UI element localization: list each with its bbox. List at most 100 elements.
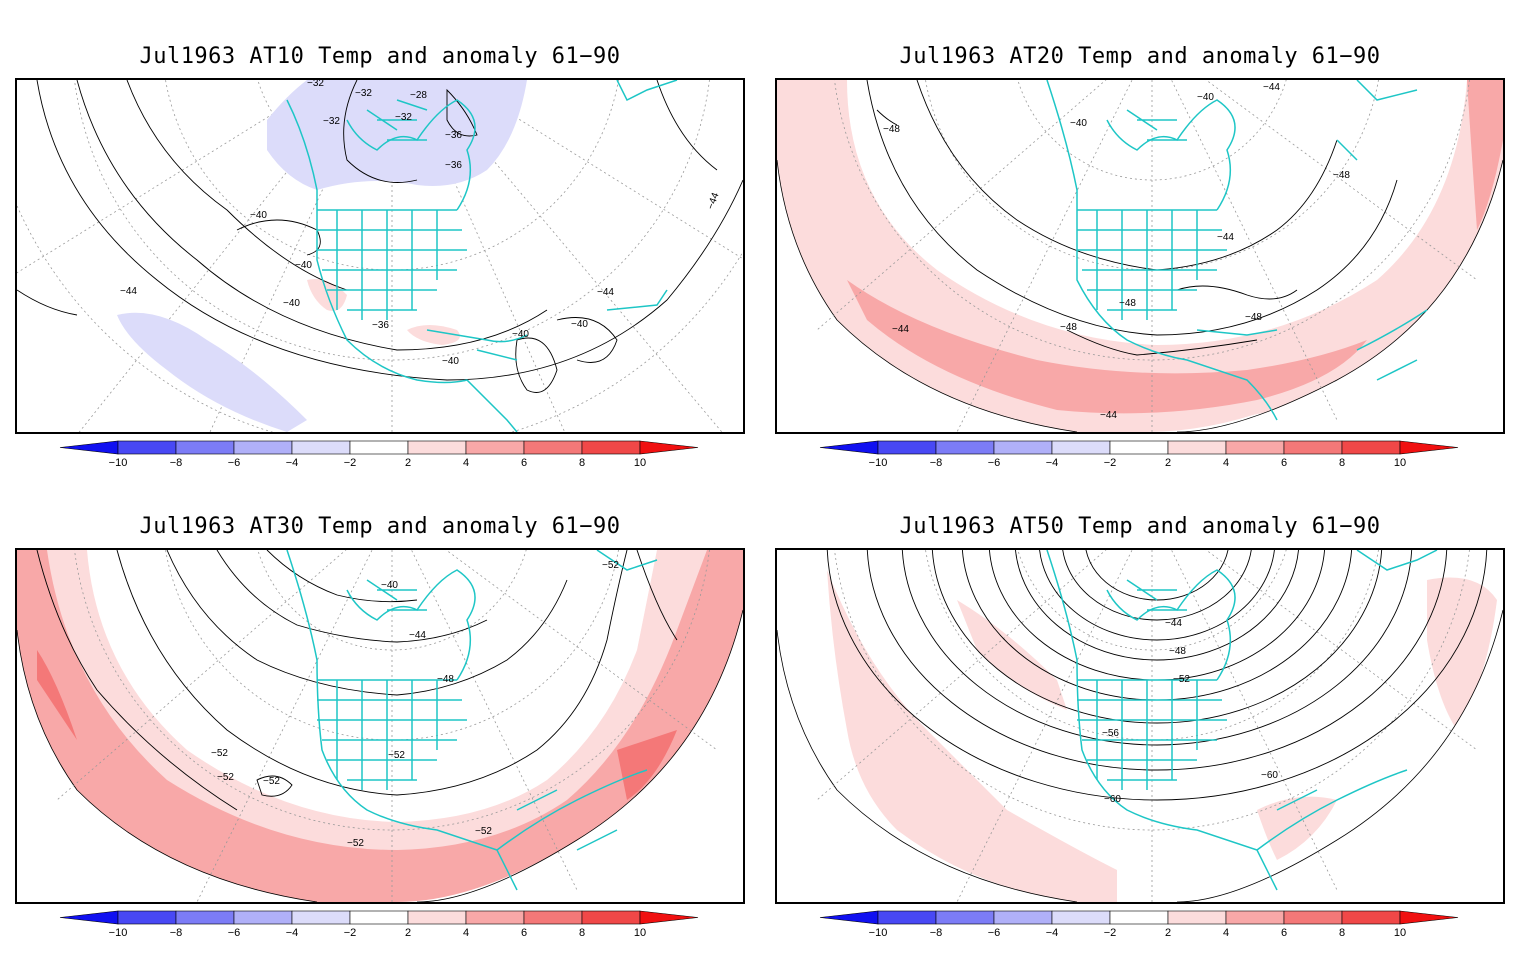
contour-label: −36 bbox=[445, 130, 462, 141]
contour-label: −44 bbox=[120, 286, 137, 297]
colorbar-tick-label: 4 bbox=[1223, 927, 1229, 939]
colorbar-tick-label: 2 bbox=[405, 457, 411, 469]
colorbar-arrow-high bbox=[1399, 440, 1459, 455]
colorbar-tick-label: −2 bbox=[344, 927, 357, 939]
colorbar-swatch bbox=[349, 440, 409, 455]
contour-label: −48 bbox=[1333, 170, 1350, 181]
colorbar-tick-label: −8 bbox=[930, 457, 943, 469]
colorbar-tick-label: −8 bbox=[170, 927, 183, 939]
colorbar-swatch bbox=[1225, 440, 1285, 455]
colorbar-tick-label: −4 bbox=[1046, 457, 1059, 469]
colorbar-swatch bbox=[1051, 910, 1111, 925]
colorbar: −10 −8 −6 −4 −2 2 4 6 8 10 bbox=[59, 910, 699, 939]
colorbar-tick-label: 8 bbox=[1339, 457, 1345, 469]
colorbar-arrow-high bbox=[639, 440, 699, 455]
colorbar-swatch bbox=[1283, 440, 1343, 455]
colorbar-tick-label: −2 bbox=[1104, 457, 1117, 469]
colorbar-tick-label: −4 bbox=[286, 927, 299, 939]
colorbar-arrow-low bbox=[59, 440, 119, 455]
colorbar-swatch bbox=[291, 910, 351, 925]
contour-label: −52 bbox=[388, 750, 405, 761]
map-at30: −40 −44 −48 −52 −52 −52 −52 −52 −52 −52 bbox=[17, 550, 743, 902]
contour-label: −44 bbox=[1263, 82, 1280, 93]
colorbar-swatch bbox=[233, 440, 293, 455]
contour-label: −28 bbox=[410, 90, 427, 101]
colorbar-swatch bbox=[407, 440, 467, 455]
colorbar-tick-label: −6 bbox=[228, 927, 241, 939]
contour-label: −60 bbox=[1261, 770, 1278, 781]
contour-label: −52 bbox=[602, 560, 619, 571]
map-frame: −44 −48 −52 −56 −60 −60 bbox=[775, 548, 1505, 904]
contour-label: −44 bbox=[409, 630, 426, 641]
contour-label: −32 bbox=[395, 112, 412, 123]
contour-label: −52 bbox=[217, 772, 234, 783]
contour-label: −40 bbox=[381, 580, 398, 591]
contour-label: −60 bbox=[1104, 794, 1121, 805]
colorbar-swatch bbox=[935, 910, 995, 925]
colorbar-swatch bbox=[1341, 910, 1401, 925]
colorbar-tick-label: 4 bbox=[1223, 457, 1229, 469]
colorbar-swatch bbox=[1341, 440, 1401, 455]
contour-label: −48 bbox=[437, 674, 454, 685]
colorbar: −10 −8 −6 −4 −2 2 4 6 8 10 bbox=[59, 440, 699, 469]
contour-label: −52 bbox=[263, 776, 280, 787]
contour-label: −52 bbox=[347, 838, 364, 849]
colorbar-tick-label: −10 bbox=[869, 457, 888, 469]
panel-at50: Jul1963 AT50 Temp and anomaly 61−90 bbox=[775, 514, 1505, 969]
colorbar-swatch bbox=[465, 440, 525, 455]
map-at50: −44 −48 −52 −56 −60 −60 bbox=[777, 550, 1503, 902]
colorbar-arrow-low bbox=[819, 910, 879, 925]
colorbar-tick-label: 2 bbox=[405, 927, 411, 939]
map-at20: −48 −40 −40 −44 −44 −48 −48 −48 −44 −48 … bbox=[777, 80, 1503, 432]
colorbar-swatch bbox=[233, 910, 293, 925]
panel-title: Jul1963 AT20 Temp and anomaly 61−90 bbox=[899, 44, 1381, 69]
panel-title: Jul1963 AT10 Temp and anomaly 61−90 bbox=[139, 44, 621, 69]
contour-label: −40 bbox=[283, 298, 300, 309]
colorbar-swatch bbox=[407, 910, 467, 925]
colorbar-tick-label: −8 bbox=[170, 457, 183, 469]
colorbar-swatch bbox=[877, 910, 937, 925]
colorbar-swatch bbox=[1283, 910, 1343, 925]
contour-label: −48 bbox=[1169, 646, 1186, 657]
colorbar-tick-label: 8 bbox=[579, 927, 585, 939]
colorbar-tick-label: 6 bbox=[1281, 927, 1287, 939]
contour-label: −40 bbox=[250, 210, 267, 221]
colorbar-swatch bbox=[465, 910, 525, 925]
contour-label: −32 bbox=[355, 88, 372, 99]
colorbar-tick-label: 10 bbox=[1394, 457, 1406, 469]
colorbar-tick-label: 6 bbox=[521, 927, 527, 939]
panel-at10: Jul1963 AT10 Temp and anomaly 61−90 bbox=[15, 44, 745, 499]
colorbar-tick-label: −10 bbox=[109, 927, 128, 939]
contour-label: −40 bbox=[442, 356, 459, 367]
map-frame: −48 −40 −40 −44 −44 −48 −48 −48 −44 −48 … bbox=[775, 78, 1505, 434]
contour-label: −36 bbox=[372, 320, 389, 331]
map-frame: −32 −32 −28 −32 −32 −36 −36 −40 −40 −40 … bbox=[15, 78, 745, 434]
colorbar-tick-label: 10 bbox=[634, 457, 646, 469]
colorbar: −10 −8 −6 −4 −2 2 4 6 8 10 bbox=[819, 440, 1459, 469]
colorbar-tick-label: 2 bbox=[1165, 457, 1171, 469]
panel-at20: Jul1963 AT20 Temp and anomaly 61−90 bbox=[775, 44, 1505, 499]
colorbar-swatch bbox=[523, 910, 583, 925]
contour-label: −52 bbox=[1173, 674, 1190, 685]
colorbar-swatch bbox=[581, 440, 641, 455]
contour-label: −56 bbox=[1102, 728, 1119, 739]
colorbar-arrow-high bbox=[1399, 910, 1459, 925]
colorbar-swatch bbox=[993, 440, 1053, 455]
colorbar-tick-label: 8 bbox=[579, 457, 585, 469]
colorbar-tick-label: −10 bbox=[109, 457, 128, 469]
colorbar-tick-label: 8 bbox=[1339, 927, 1345, 939]
colorbar-tick-label: 4 bbox=[463, 927, 469, 939]
colorbar-swatch bbox=[993, 910, 1053, 925]
contour-label: −44 bbox=[892, 324, 909, 335]
contour-label: −44 bbox=[705, 191, 721, 211]
map-frame: −40 −44 −48 −52 −52 −52 −52 −52 −52 −52 bbox=[15, 548, 745, 904]
contour-label: −44 bbox=[597, 287, 614, 298]
colorbar-tick-label: −4 bbox=[1046, 927, 1059, 939]
contour-label: −32 bbox=[323, 116, 340, 127]
contour-label: −52 bbox=[475, 826, 492, 837]
colorbar-swatch bbox=[175, 440, 235, 455]
colorbar-arrow-low bbox=[59, 910, 119, 925]
colorbar-swatch bbox=[291, 440, 351, 455]
colorbar-tick-label: −2 bbox=[1104, 927, 1117, 939]
colorbar-tick-label: −4 bbox=[286, 457, 299, 469]
